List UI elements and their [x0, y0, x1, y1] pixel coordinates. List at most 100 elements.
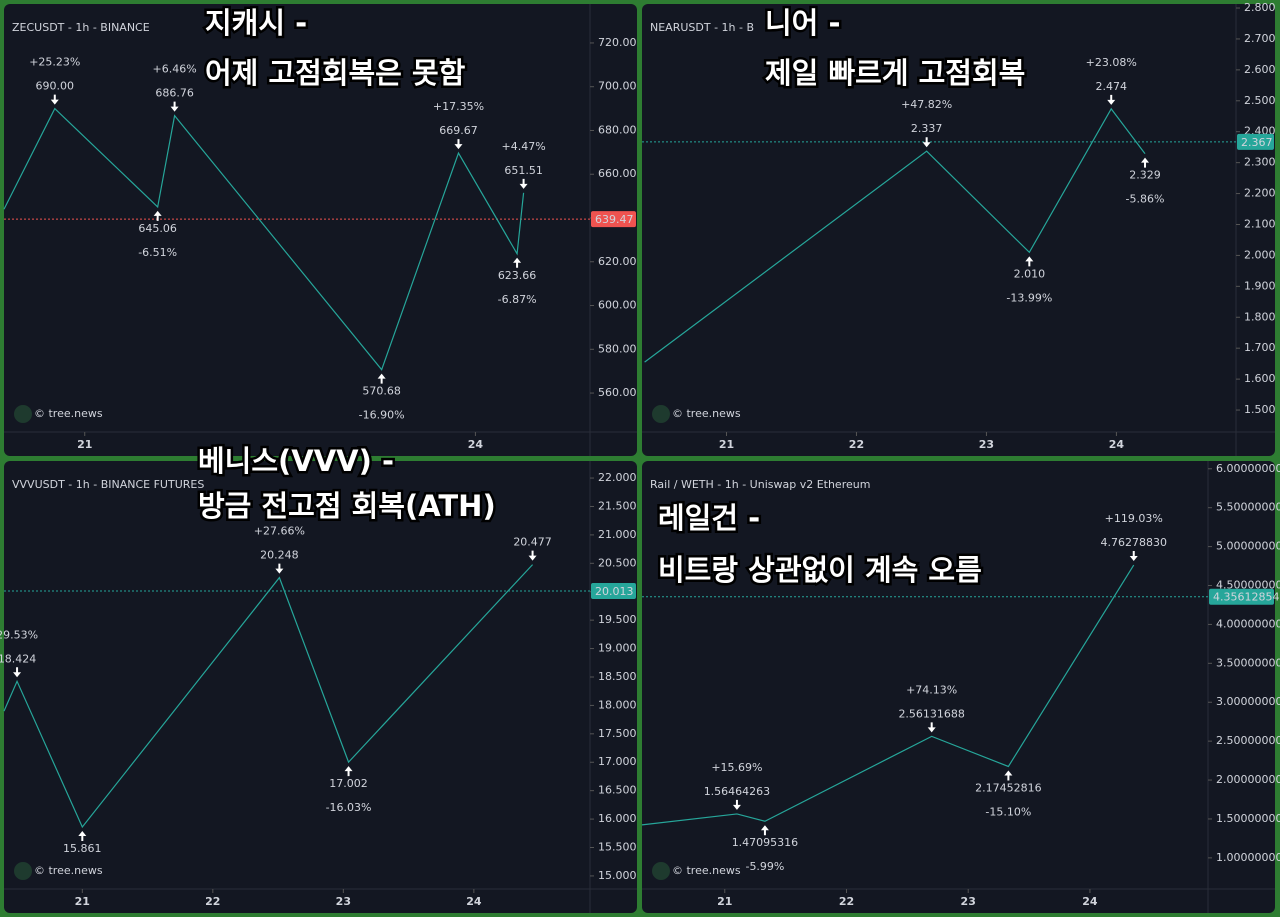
last-price-tag: [1237, 133, 1274, 150]
zigzag-line: [3, 107, 525, 371]
caption: 어제 고점회복은 못함: [205, 56, 466, 90]
zigzag-line: [641, 564, 1135, 826]
pivot-arrow: [1107, 94, 1116, 105]
pivot-arrow: [1025, 256, 1034, 267]
y-tick-label: 20.500: [598, 556, 637, 569]
pivot-arrow: [922, 137, 931, 148]
y-tick-label: 16.500: [598, 784, 637, 797]
last-price-label: 4.35612854: [1213, 591, 1279, 604]
y-tick-label: 1.00000000: [1216, 851, 1280, 864]
y-tick-label: 600.00: [598, 299, 637, 312]
pivot-label: 570.68: [362, 385, 401, 398]
y-tick-label: 620.00: [598, 255, 637, 268]
pivot-label: 651.51: [504, 164, 543, 177]
y-tick-label: 1.800: [1244, 310, 1276, 323]
x-tick-label: 23: [979, 438, 994, 451]
change-label: -5.86%: [1126, 193, 1165, 206]
watermark: © tree.news: [672, 864, 741, 877]
y-tick-label: 660.00: [598, 167, 637, 180]
change-label: -15.10%: [985, 805, 1031, 818]
pivot-arrow: [927, 722, 936, 733]
pivot-label: 2.010: [1014, 267, 1046, 280]
y-tick-label: 16.000: [598, 812, 637, 825]
change-label: -13.99%: [1006, 291, 1052, 304]
change-label: +47.82%: [901, 98, 952, 111]
y-tick-label: 15.500: [598, 841, 637, 854]
change-label: +4.47%: [502, 140, 546, 153]
change-label: +119.03%: [1105, 512, 1163, 525]
y-tick-label: 2.000: [1244, 248, 1276, 261]
y-tick-label: 2.300: [1244, 156, 1276, 169]
chart-title: NEARUSDT - 1h - B: [650, 21, 754, 34]
caption: 레일건 -: [658, 501, 760, 535]
zigzag-line: [644, 107, 1146, 363]
pivot-arrow: [1129, 551, 1138, 562]
logo: [14, 405, 32, 423]
watermark: © tree.news: [34, 407, 103, 420]
pivot-label: 669.67: [439, 124, 478, 137]
pivot-label: 690.00: [36, 80, 75, 93]
y-tick-label: 2.700: [1244, 32, 1276, 45]
pivot-arrow: [170, 101, 179, 112]
x-tick-label: 22: [849, 438, 864, 451]
caption: 지캐시 -: [205, 6, 307, 40]
change-label: 29.53%: [0, 628, 38, 641]
y-tick-label: 560.00: [598, 386, 637, 399]
caption: 비트랑 상관없이 계속 오름: [658, 553, 982, 587]
pivot-label: 2.337: [911, 122, 943, 135]
y-tick-label: 720.00: [598, 36, 637, 49]
x-tick-label: 23: [961, 895, 976, 908]
y-tick-label: 3.00000000: [1216, 695, 1280, 708]
y-tick-label: 5.00000000: [1216, 540, 1280, 553]
y-tick-label: 4.00000000: [1216, 617, 1280, 630]
y-tick-label: 4.50000000: [1216, 579, 1280, 592]
y-tick-label: 2.600: [1244, 63, 1276, 76]
watermark: © tree.news: [672, 407, 741, 420]
y-tick-label: 2.50000000: [1216, 734, 1280, 747]
y-tick-label: 2.00000000: [1216, 773, 1280, 786]
pivot-label: 2.474: [1095, 80, 1127, 93]
last-price-label: 20.013: [595, 585, 634, 598]
y-tick-label: 6.00000000: [1216, 462, 1280, 475]
pivot-label: 645.06: [138, 222, 177, 235]
last-price-tag: [591, 211, 636, 228]
pivot-label: 1.47095316: [732, 836, 798, 849]
last-price-tag: [1209, 588, 1274, 605]
logo: [652, 405, 670, 423]
pivot-label: 4.76278830: [1101, 536, 1167, 549]
change-label: -16.03%: [326, 801, 372, 814]
y-tick-label: 2.200: [1244, 187, 1276, 200]
change-label: +17.35%: [433, 100, 484, 113]
pivot-arrow: [760, 825, 769, 836]
pivot-label: 18.424: [0, 652, 36, 665]
pivot-arrow: [275, 563, 284, 574]
caption: 베니스(VVV) -: [198, 444, 394, 478]
panel: [642, 461, 1275, 913]
x-tick-label: 23: [336, 895, 351, 908]
chart-title: VVVUSDT - 1h - BINANCE FUTURES: [12, 478, 204, 491]
pivot-arrow: [50, 94, 59, 105]
pivot-arrow: [78, 830, 87, 841]
y-tick-label: 19.500: [598, 613, 637, 626]
pivot-arrow: [13, 667, 22, 678]
change-label: -6.87%: [498, 293, 537, 306]
y-tick-label: 1.50000000: [1216, 812, 1280, 825]
last-price-label: 2.367: [1241, 136, 1273, 149]
pivot-label: 686.76: [155, 87, 194, 100]
chart-title: Rail / WETH - 1h - Uniswap v2 Ethereum: [650, 478, 870, 491]
pivot-arrow: [377, 373, 386, 384]
last-price-tag: [591, 582, 636, 599]
change-label: +23.08%: [1086, 56, 1137, 69]
y-tick-label: 1.600: [1244, 372, 1276, 385]
change-label: +27.66%: [254, 525, 305, 538]
x-tick-label: 21: [717, 895, 732, 908]
y-tick-label: 2.100: [1244, 217, 1276, 230]
y-tick-label: 2.800: [1244, 1, 1276, 14]
pivot-label: 1.56464263: [704, 785, 770, 798]
change-label: -5.99%: [745, 860, 784, 873]
y-tick-label: 21.000: [598, 528, 637, 541]
caption: 니어 -: [765, 6, 841, 40]
x-tick-label: 21: [75, 895, 90, 908]
pivot-arrow: [344, 766, 353, 777]
y-tick-label: 19.000: [598, 642, 637, 655]
